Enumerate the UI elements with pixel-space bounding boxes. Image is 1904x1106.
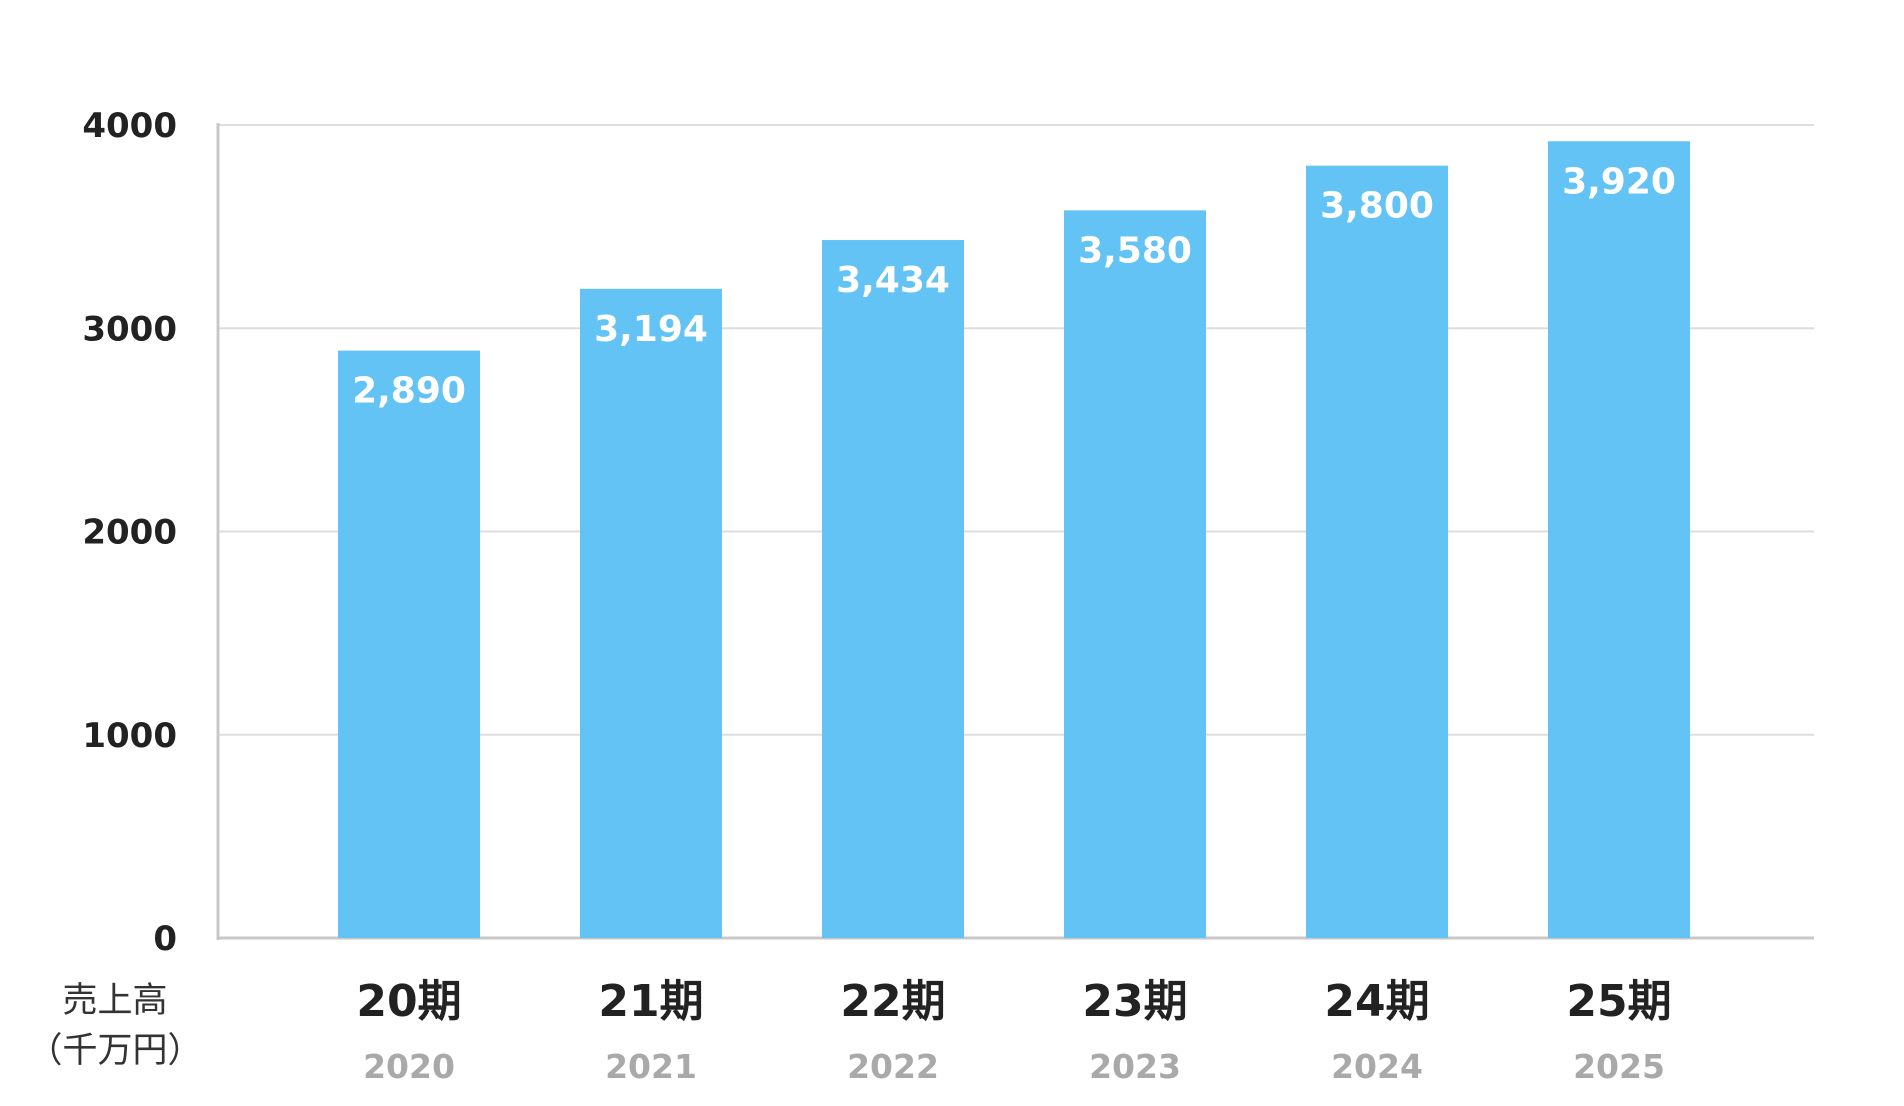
y-tick-label: 0 (153, 919, 177, 959)
x-year-label: 2022 (847, 1047, 939, 1086)
y-axis-title-line1: 売上高 (62, 981, 167, 1021)
bar (580, 288, 722, 939)
x-category-label: 21期 (598, 976, 703, 1027)
x-year-label: 2023 (1089, 1047, 1181, 1086)
value-labels: 2,890 3,194 3,434 3,580 3,800 3,920 (352, 161, 1676, 411)
x-year-label: 2024 (1331, 1047, 1423, 1086)
y-axis-title: 売上高 （千万円） (27, 981, 202, 1071)
bar-value-label: 3,580 (1078, 230, 1192, 271)
y-tick-labels: 0 1000 2000 3000 4000 (82, 106, 177, 959)
x-year-label: 2021 (605, 1047, 697, 1086)
y-tick-label: 4000 (82, 106, 177, 146)
y-tick-label: 1000 (82, 716, 177, 756)
bar (1064, 210, 1206, 939)
x-year-label: 2025 (1573, 1047, 1665, 1086)
x-category-label: 25期 (1566, 976, 1671, 1027)
y-tick-label: 3000 (82, 309, 177, 349)
x-category-label: 24期 (1324, 976, 1429, 1027)
y-axis-title-line2: （千万円） (27, 1031, 202, 1071)
x-category-label: 23期 (1082, 976, 1187, 1027)
bar (338, 350, 480, 938)
bar-value-label: 3,800 (1320, 186, 1434, 227)
bar (1306, 165, 1448, 938)
y-tick-label: 2000 (82, 513, 177, 553)
bar (822, 240, 964, 939)
category-labels: 20期 2020 21期 2021 22期 2022 23期 2023 24期 2024 25期 20… (356, 976, 1671, 1086)
bar-value-label: 3,434 (836, 260, 950, 301)
bar-value-label: 2,890 (352, 371, 466, 412)
x-category-label: 22期 (840, 976, 945, 1027)
bars (338, 141, 1690, 939)
x-category-label: 20期 (356, 976, 461, 1027)
bar-value-label: 3,920 (1562, 161, 1676, 202)
bar (1548, 141, 1690, 938)
bar-value-label: 3,194 (594, 309, 708, 350)
x-year-label: 2020 (363, 1047, 455, 1086)
